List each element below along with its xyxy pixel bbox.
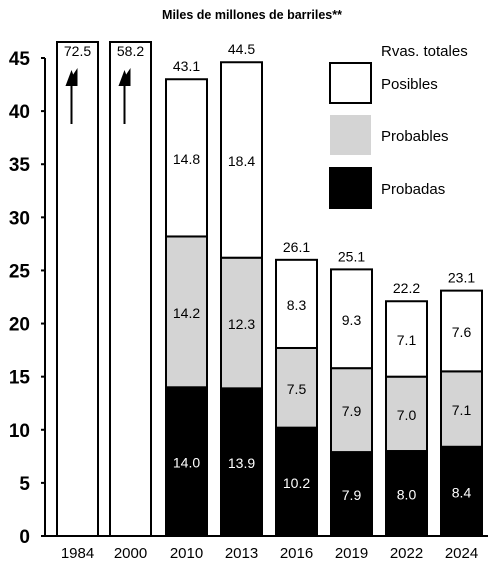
bar-total-label: 26.1 bbox=[283, 239, 310, 255]
bar-total-label: 43.1 bbox=[173, 58, 200, 74]
x-tick-label: 2013 bbox=[225, 545, 258, 562]
legend-title: Rvas. totales bbox=[381, 43, 468, 60]
y-tick-label: 0 bbox=[19, 527, 30, 548]
legend: Rvas. totales Posibles Probables Probadas bbox=[329, 43, 468, 209]
x-tick-label: 2016 bbox=[280, 545, 313, 562]
arrow-head-tip bbox=[118, 70, 131, 86]
bar-segment-posibles bbox=[440, 289, 483, 373]
bar-segment-label: 7.5 bbox=[287, 381, 307, 397]
chart-title: Miles de millones de barriles** bbox=[162, 8, 342, 22]
bar-segment-label: 7.1 bbox=[397, 332, 417, 348]
y-tick-label: 40 bbox=[9, 102, 30, 123]
legend-swatch-posibles bbox=[329, 62, 372, 104]
x-tick-label: 2000 bbox=[114, 545, 147, 562]
bar-segment-label: 13.9 bbox=[228, 455, 255, 471]
y-tick-label: 10 bbox=[9, 421, 30, 442]
x-tick-label: 2019 bbox=[335, 545, 368, 562]
bar-segment-label: 12.3 bbox=[228, 316, 255, 332]
legend-label: Probables bbox=[381, 128, 449, 145]
legend-swatch-probables bbox=[330, 115, 371, 155]
bar-segment-label: 7.9 bbox=[342, 403, 362, 419]
bar-off-scale bbox=[56, 41, 99, 537]
bar-total-label: 72.5 bbox=[64, 43, 91, 59]
bar-segment-label: 8.3 bbox=[287, 297, 307, 313]
x-tick-label: 2022 bbox=[390, 545, 423, 562]
y-tick-label: 15 bbox=[9, 368, 31, 389]
bar-segment-label: 14.8 bbox=[173, 151, 200, 167]
y-tick-label: 30 bbox=[9, 208, 30, 229]
bar-off-scale bbox=[109, 41, 152, 537]
bar-segment-label: 7.1 bbox=[452, 402, 472, 418]
x-tick-label: 2010 bbox=[170, 545, 203, 562]
legend-label: Probadas bbox=[381, 181, 445, 198]
bar-segment-posibles bbox=[385, 300, 428, 378]
bar-segment-probadas bbox=[385, 450, 428, 537]
bar-segment-label: 8.4 bbox=[452, 484, 472, 500]
bar-total-label: 58.2 bbox=[117, 43, 144, 59]
y-tick-label: 35 bbox=[9, 155, 31, 176]
y-axis: 0 5 10 15 20 25 30 35 40 45 bbox=[9, 49, 46, 548]
bar-segment-label: 9.3 bbox=[342, 312, 362, 328]
x-axis: 1984 2000 2010 2013 2016 2019 2022 2024 bbox=[45, 535, 488, 562]
bar-segment-probadas bbox=[330, 451, 373, 537]
bar-total-label: 22.2 bbox=[393, 280, 420, 296]
bar-segment-label: 7.6 bbox=[452, 324, 472, 340]
bar-segment-label: 18.4 bbox=[228, 153, 255, 169]
bar-segment-probables bbox=[440, 370, 483, 448]
y-tick-label: 45 bbox=[9, 49, 31, 70]
bar-segment-label: 14.2 bbox=[173, 305, 200, 321]
legend-swatch-probadas bbox=[329, 167, 372, 209]
y-tick-label: 5 bbox=[19, 474, 30, 495]
arrow-head-tip bbox=[65, 70, 78, 86]
bar-segment-probadas bbox=[275, 426, 318, 537]
bar-total-label: 23.1 bbox=[448, 270, 475, 286]
y-tick-label: 20 bbox=[9, 315, 30, 336]
bar-segment-probables bbox=[165, 235, 208, 389]
bar-total-label: 44.5 bbox=[228, 41, 255, 57]
bar-segment-label: 7.9 bbox=[342, 487, 362, 503]
bar-segment-label: 10.2 bbox=[283, 475, 310, 491]
bar-segment-label: 7.0 bbox=[397, 407, 417, 423]
x-tick-label: 2024 bbox=[445, 545, 478, 562]
bar-segment-label: 8.0 bbox=[397, 487, 417, 503]
legend-label: Posibles bbox=[381, 76, 438, 93]
bar-segment-label: 14.0 bbox=[173, 455, 200, 471]
bar-segment-probables bbox=[275, 346, 318, 429]
bar-segment-posibles bbox=[165, 78, 208, 238]
bar-segment-posibles bbox=[220, 61, 263, 259]
x-tick-label: 1984 bbox=[61, 545, 94, 562]
bar-segment-probadas bbox=[440, 445, 483, 538]
bars: 72.5 58.2 14.0 14.2 14.8 43.1 13.9 12.3 18.4 44.5… bbox=[56, 41, 483, 538]
bar-segment-posibles bbox=[275, 258, 318, 349]
bar-segment-posibles bbox=[330, 268, 373, 370]
bar-total-label: 25.1 bbox=[338, 248, 365, 264]
y-tick-label: 25 bbox=[9, 261, 31, 282]
